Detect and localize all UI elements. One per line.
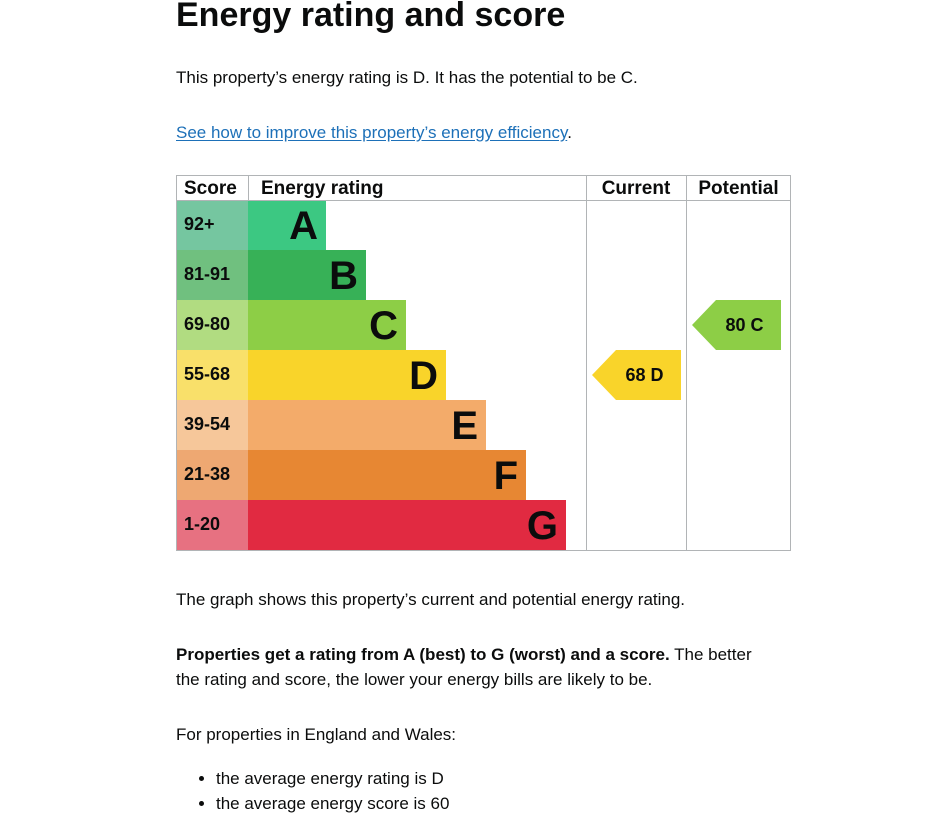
band-letter-f: F [494,454,518,498]
band-letter-c: C [369,304,398,348]
band-score-label-c: 69-80 [184,314,230,334]
band-letter-b: B [329,254,358,298]
header-energy-rating: Energy rating [261,178,383,199]
rating-summary: This property’s energy rating is D. It h… [176,68,638,87]
band-score-label-e: 39-54 [184,414,230,434]
band-score-label-b: 81-91 [184,264,230,284]
header-score: Score [184,178,237,199]
improve-efficiency-link[interactable]: See how to improve this property’s energ… [176,123,568,142]
band-letter-d: D [409,354,438,398]
band-bar-d [248,350,446,400]
band-letter-a: A [289,204,318,248]
band-bar-f [248,450,526,500]
band-letter-e: E [451,404,478,448]
band-score-label-d: 55-68 [184,364,230,384]
band-bar-c [248,300,406,350]
region-intro: For properties in England and Wales: [176,725,457,744]
average-stats-list: the average energy rating is D the avera… [176,766,449,816]
band-score-cell-e [176,400,248,450]
band-letter-g: G [527,504,558,548]
energy-rating-graph: 92+ A 81-91 B 69-80 C 55-68 D 39-54 E 21-38 F 1-20 G S… [176,175,791,551]
chart-border [176,175,791,551]
band-score-cell-a [176,200,248,250]
average-score-item: the average energy score is 60 [216,791,449,816]
band-bar-g [248,500,566,550]
header-current: Current [602,178,671,199]
average-rating-item: the average energy rating is D [216,766,449,791]
band-score-cell-d [176,350,248,400]
header-potential: Potential [698,178,778,199]
band-score-cell-g [176,500,248,550]
current-rating-arrow [592,350,681,400]
graph-description: The graph shows this property’s current … [176,590,686,609]
ratings-explanation-line2: the rating and score, the lower your ene… [176,670,653,689]
energy-rating-chart: 92+ A 81-91 B 69-80 C 55-68 D 39-54 E 21-38 F 1-20 G S… [176,175,791,551]
ratings-explanation-rest: The better [669,645,752,664]
current-rating-label: 68 D [625,365,663,385]
improve-paragraph: See how to improve this property’s energ… [176,120,572,145]
potential-rating-label: 80 C [725,315,763,335]
band-bar-b [248,250,366,300]
band-score-cell-c [176,300,248,350]
band-score-label-f: 21-38 [184,464,230,484]
band-score-cell-f [176,450,248,500]
band-bar-a [248,200,326,250]
ratings-explanation: Properties get a rating from A (best) to… [176,642,752,692]
improve-link-suffix: . [567,123,572,142]
band-score-label-g: 1-20 [184,514,220,534]
band-bar-e [248,400,486,450]
potential-rating-arrow [692,300,781,350]
band-score-label-a: 92+ [184,214,215,234]
ratings-explanation-bold: Properties get a rating from A (best) to… [176,645,670,664]
page-title: Energy rating and score [176,0,566,34]
band-score-cell-b [176,250,248,300]
